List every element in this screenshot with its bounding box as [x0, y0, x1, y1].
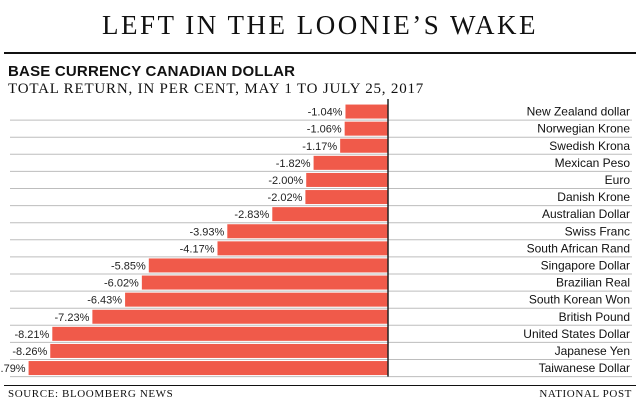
value-label: -8.26%: [12, 346, 47, 358]
category-label: Danish Krone: [557, 190, 630, 204]
value-label: -3.93%: [189, 226, 224, 238]
bar: [141, 275, 388, 290]
bar: [272, 207, 388, 222]
category-label: South Korean Won: [529, 293, 630, 307]
bar: [50, 343, 388, 358]
category-label: Euro: [605, 173, 631, 187]
source-note: SOURCE: BLOOMBERG NEWS: [8, 388, 174, 400]
category-label: United States Dollar: [523, 327, 630, 341]
value-label: -2.00%: [268, 175, 303, 187]
publication-credit: NATIONAL POST: [539, 388, 632, 400]
category-label: Norwegian Krone: [537, 122, 630, 136]
category-label: Australian Dollar: [542, 207, 630, 221]
chart-title: LEFT IN THE LOONIE’S WAKE: [102, 10, 538, 40]
bar: [313, 155, 388, 170]
category-label: Singapore Dollar: [541, 258, 630, 272]
bar: [306, 172, 388, 187]
value-label: -2.83%: [234, 209, 269, 221]
bar: [148, 258, 388, 273]
value-label: -1.04%: [308, 107, 343, 119]
value-label: -6.43%: [87, 295, 122, 307]
bar: [92, 309, 388, 324]
value-label: -4.17%: [180, 243, 215, 255]
category-label: Mexican Peso: [555, 156, 631, 170]
bar: [345, 104, 388, 119]
bar: [52, 326, 389, 341]
category-label: South African Rand: [527, 241, 630, 255]
bar: [344, 121, 388, 136]
bar: [227, 224, 388, 239]
value-label: -1.17%: [302, 141, 337, 153]
value-label: -1.82%: [276, 158, 311, 170]
chart-caption: TOTAL RETURN, IN PER CENT, MAY 1 TO JULY…: [8, 81, 425, 97]
value-label: -2.02%: [268, 192, 303, 204]
category-label: Brazilian Real: [556, 276, 630, 290]
bar: [28, 361, 388, 376]
category-label: British Pound: [559, 310, 630, 324]
top-rule: [4, 52, 636, 54]
category-label: Taiwanese Dollar: [539, 361, 630, 375]
bar: [217, 241, 388, 256]
value-label: -8.79%: [0, 363, 26, 375]
category-label: Japanese Yen: [555, 344, 630, 358]
bottom-rule: [4, 385, 636, 386]
category-label: New Zealand dollar: [527, 105, 630, 119]
bar: [305, 190, 388, 205]
value-label: -8.21%: [14, 329, 49, 341]
value-label: -1.06%: [307, 124, 342, 136]
value-label: -6.02%: [104, 278, 139, 290]
bar: [125, 292, 388, 307]
value-label: -5.85%: [111, 260, 146, 272]
category-label: Swedish Krona: [549, 139, 630, 153]
bar: [340, 138, 388, 153]
value-label: -7.23%: [55, 312, 90, 324]
category-label: Swiss Franc: [565, 224, 630, 238]
chart-subtitle: BASE CURRENCY CANADIAN DOLLAR: [8, 63, 296, 80]
